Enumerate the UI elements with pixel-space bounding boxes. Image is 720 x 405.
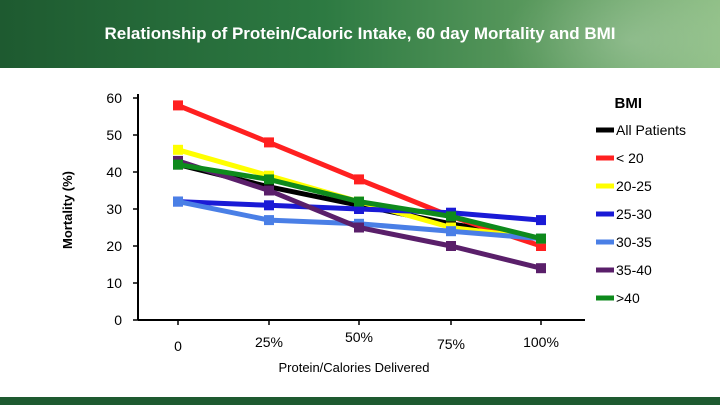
data-point xyxy=(536,233,546,244)
data-point xyxy=(446,226,456,237)
y-tick-label: 30 xyxy=(106,201,122,217)
slide-title: Relationship of Protein/Caloric Intake, … xyxy=(104,24,616,43)
legend-title: BMI xyxy=(615,95,643,112)
data-point xyxy=(264,215,274,226)
legend-label: < 20 xyxy=(616,150,644,166)
legend-label: 20-25 xyxy=(616,178,652,194)
data-point xyxy=(264,174,274,185)
x-tick-label: 0 xyxy=(174,338,182,354)
x-tick-label: 100% xyxy=(523,334,559,350)
data-point xyxy=(354,222,364,233)
legend-label: 35-40 xyxy=(616,262,652,278)
legend-label: 30-35 xyxy=(616,234,652,250)
data-point xyxy=(173,144,183,155)
data-point xyxy=(354,174,364,185)
data-point xyxy=(354,204,364,214)
y-tick-label: 50 xyxy=(106,127,122,143)
y-tick-label: 10 xyxy=(106,275,122,291)
y-axis-title: Mortality (%) xyxy=(60,171,75,249)
x-tick-label: 75% xyxy=(437,336,465,352)
y-tick-label: 0 xyxy=(114,312,122,328)
slide-header: Relationship of Protein/Caloric Intake, … xyxy=(0,0,720,68)
footer-bar xyxy=(0,397,720,405)
data-point xyxy=(173,196,183,207)
data-point xyxy=(446,211,456,222)
data-point xyxy=(264,185,274,196)
data-point xyxy=(354,196,364,207)
data-point xyxy=(446,241,456,251)
data-point xyxy=(536,263,546,274)
y-tick-label: 40 xyxy=(106,164,122,180)
data-point xyxy=(264,200,274,211)
legend-label: All Patients xyxy=(616,122,686,138)
x-axis-title: Protein/Calories Delivered xyxy=(278,360,429,375)
x-tick-label: 50% xyxy=(345,329,373,345)
data-point xyxy=(173,100,183,111)
data-point xyxy=(264,137,274,148)
data-point xyxy=(536,241,546,251)
y-tick-label: 20 xyxy=(106,238,122,254)
data-point xyxy=(173,159,183,170)
legend-label: 25-30 xyxy=(616,206,652,222)
data-point xyxy=(536,215,546,226)
x-tick-label: 25% xyxy=(255,334,283,350)
legend-label: >40 xyxy=(616,290,640,306)
y-tick-label: 60 xyxy=(106,90,122,106)
